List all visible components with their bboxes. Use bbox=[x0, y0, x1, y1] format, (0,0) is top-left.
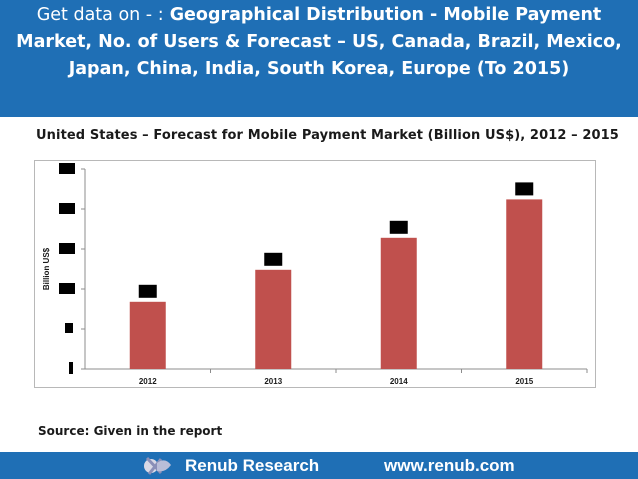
x-tick-label-2014: 2014 bbox=[390, 377, 408, 386]
y-tick-label-redacted bbox=[69, 362, 73, 374]
data-label-redacted-2013 bbox=[264, 252, 283, 266]
footer-url-link[interactable]: www.renub.com bbox=[384, 456, 515, 475]
header-lead: Get data on - : bbox=[36, 5, 164, 25]
source-note: Source: Given in the report bbox=[38, 424, 223, 438]
bar-chart: Billion US$ 2012 2013 2014 2015 bbox=[42, 163, 588, 386]
bar-2013 bbox=[255, 269, 292, 369]
x-tick-label-2015: 2015 bbox=[515, 377, 533, 386]
y-tick-label-redacted bbox=[59, 203, 75, 214]
bar-2015 bbox=[506, 199, 543, 369]
data-label-redacted-2012 bbox=[138, 284, 157, 298]
footer-company: Renub Research bbox=[185, 456, 320, 475]
footer-bar: Renub Research www.renub.com bbox=[0, 452, 638, 479]
chart-title: United States – Forecast for Mobile Paym… bbox=[36, 128, 619, 143]
bar-2012 bbox=[129, 301, 166, 369]
y-tick-label-redacted bbox=[59, 283, 75, 294]
x-tick-label-2012: 2012 bbox=[139, 377, 157, 386]
data-label-redacted-2015 bbox=[515, 182, 534, 196]
data-label-redacted-2014 bbox=[389, 220, 408, 234]
renub-logo-icon bbox=[144, 456, 171, 475]
y-tick-label-redacted bbox=[59, 243, 75, 254]
header-banner: Get data on - : Geographical Distributio… bbox=[0, 0, 638, 117]
bar-2014 bbox=[380, 237, 417, 369]
header-title: Geographical Distribution - Mobile Payme… bbox=[16, 5, 622, 79]
y-tick-label-redacted bbox=[65, 323, 73, 333]
x-tick-label-2013: 2013 bbox=[264, 377, 282, 386]
y-tick-label-redacted bbox=[59, 163, 75, 174]
chart-frame: Billion US$ 2012 2013 2014 2015 bbox=[34, 160, 596, 388]
y-axis-label: Billion US$ bbox=[42, 247, 51, 290]
